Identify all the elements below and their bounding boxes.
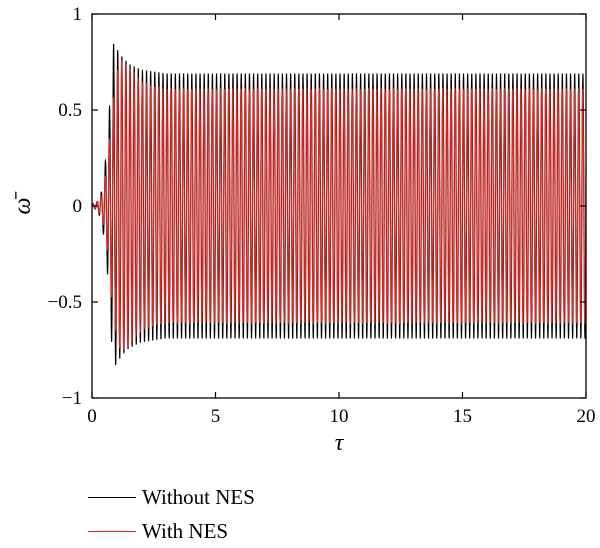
legend-swatch-with-nes bbox=[88, 530, 136, 532]
legend: Without NES With NES bbox=[88, 480, 255, 548]
legend-label-with-nes: With NES bbox=[142, 518, 229, 543]
legend-swatch-without-nes bbox=[88, 496, 136, 498]
x-tick-label: 0 bbox=[87, 406, 97, 427]
chart: 0 5 10 15 20 −1 −0.5 0 0.5 1 τ ω̄ bbox=[10, 4, 596, 456]
y-tick-label: −0.5 bbox=[48, 292, 82, 313]
y-axis-label: ω̄ bbox=[10, 192, 36, 215]
series-layer bbox=[91, 43, 587, 366]
y-tick-label: 0.5 bbox=[58, 100, 82, 121]
series-line-with-nes bbox=[91, 60, 587, 350]
legend-label-without-nes: Without NES bbox=[142, 484, 255, 509]
x-axis-label: τ bbox=[335, 430, 345, 456]
y-tick-label: −1 bbox=[62, 388, 82, 409]
legend-item-without-nes: Without NES bbox=[88, 480, 255, 514]
x-tick-label: 10 bbox=[330, 406, 349, 427]
x-tick-label: 20 bbox=[577, 406, 596, 427]
y-tick-label: 1 bbox=[73, 4, 83, 25]
x-tick-label: 5 bbox=[211, 406, 221, 427]
y-tick-label: 0 bbox=[73, 196, 83, 217]
ticks-layer: 0 5 10 15 20 −1 −0.5 0 0.5 1 bbox=[48, 4, 596, 427]
legend-item-with-nes: With NES bbox=[88, 514, 255, 548]
x-tick-label: 15 bbox=[453, 406, 472, 427]
